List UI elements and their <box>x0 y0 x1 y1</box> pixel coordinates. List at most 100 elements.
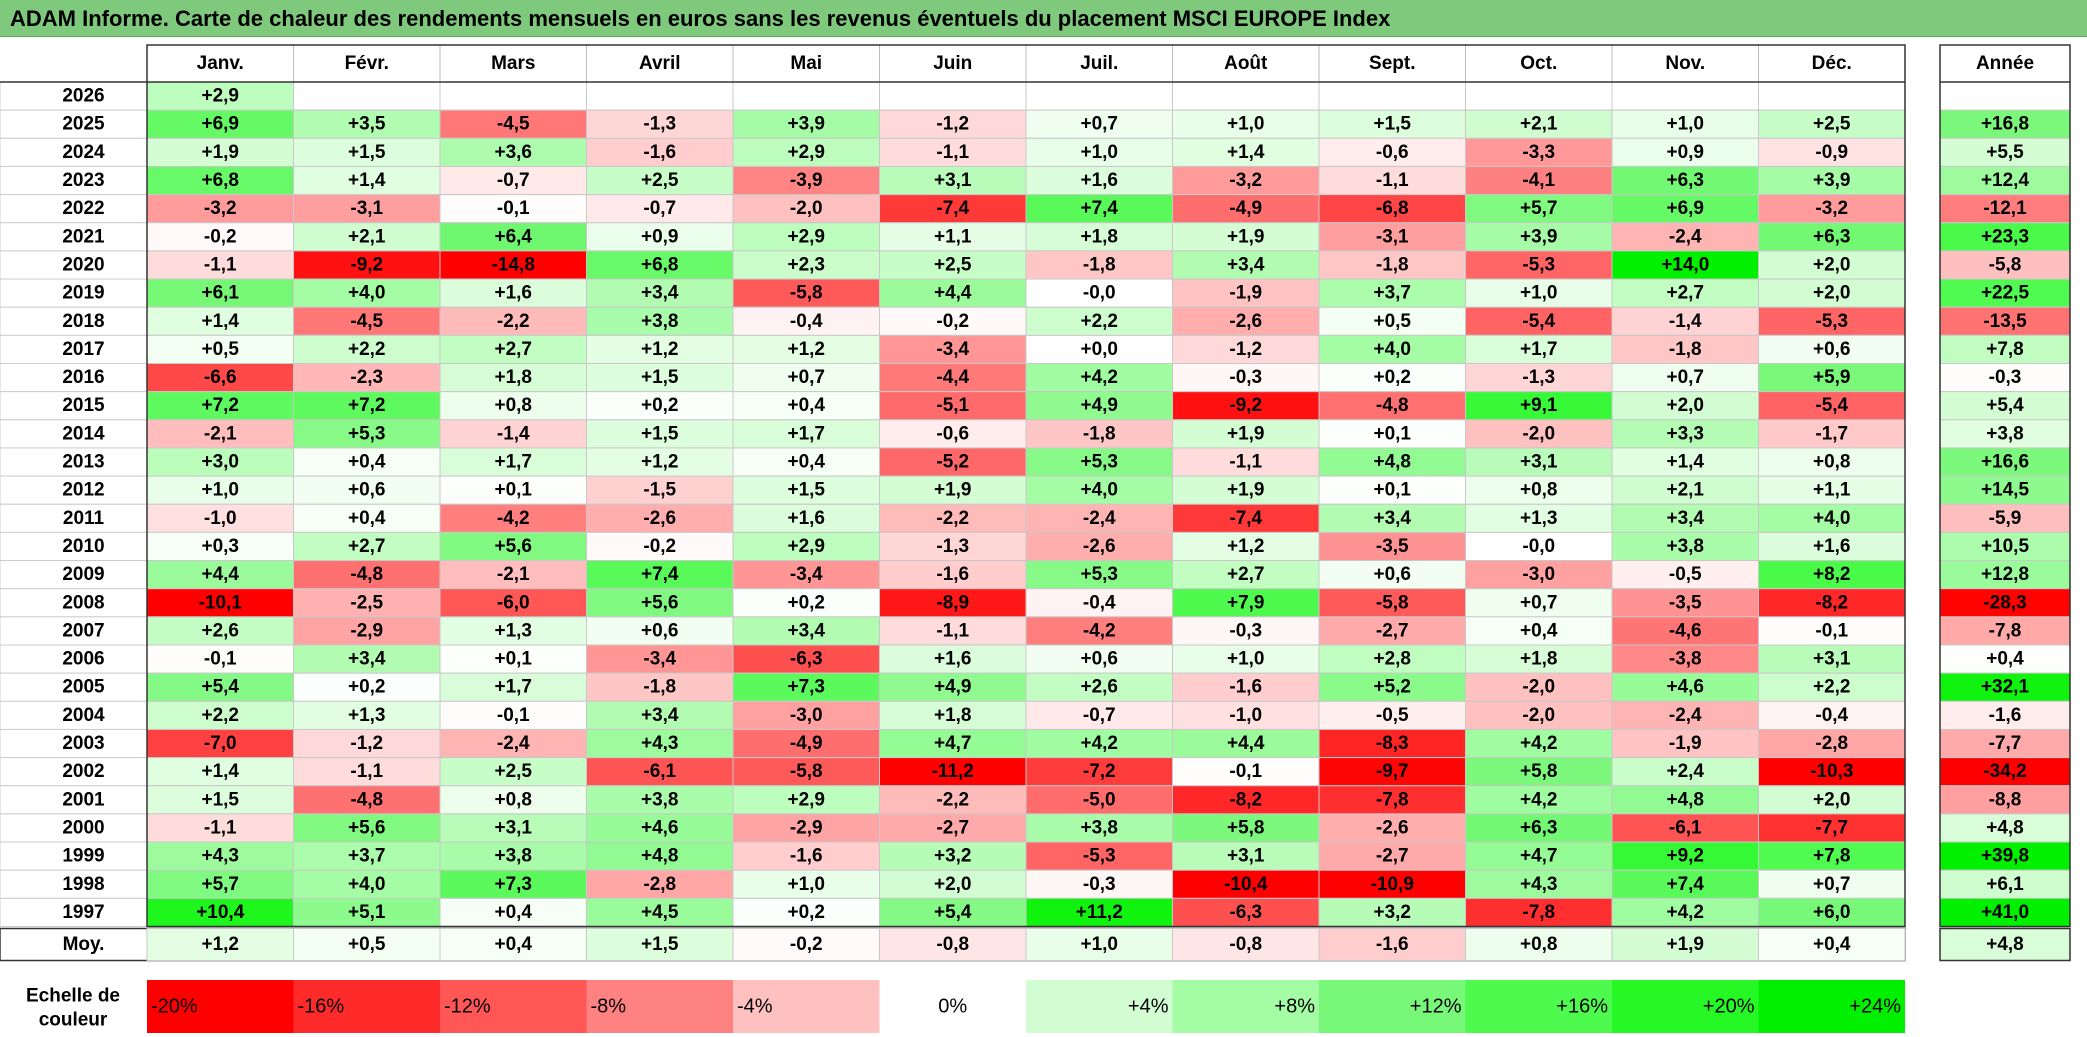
color-scale-swatch <box>1319 980 1466 1033</box>
heatmap-cell <box>1758 897 1906 927</box>
heatmap-cell <box>1025 391 1173 421</box>
heatmap-cell-value: -1,1 <box>204 817 237 838</box>
year-label: 2003 <box>62 733 104 754</box>
heatmap-cell-value: -2,7 <box>1376 846 1409 867</box>
heatmap-cell <box>293 222 441 252</box>
heatmap-cell <box>586 391 734 421</box>
average-cell-value: +0,4 <box>1813 934 1851 955</box>
heatmap-cell-value: -6,6 <box>204 367 237 388</box>
heatmap-cell-value: +1,8 <box>1520 649 1558 670</box>
heatmap-cell <box>293 81 441 111</box>
heatmap-cell-value: -7,0 <box>204 733 237 754</box>
heatmap-cell <box>1758 278 1906 308</box>
heatmap-cell <box>1611 391 1759 421</box>
year-label-cell <box>0 194 148 224</box>
year-label: 2000 <box>62 817 104 838</box>
heatmap-cell-value: -4,9 <box>790 733 823 754</box>
heatmap-cell-value: +1,0 <box>201 480 239 501</box>
heatmap-cell-value: +4,9 <box>1080 395 1118 416</box>
average-cell <box>1465 928 1613 961</box>
year-label: 2010 <box>62 536 104 557</box>
heatmap-cell <box>1025 700 1173 730</box>
heatmap-cell <box>1465 334 1613 365</box>
year-total-value: +7,8 <box>1986 339 2024 360</box>
heatmap-cell <box>732 447 880 477</box>
heatmap-cell <box>1172 897 1320 927</box>
color-scale-swatch <box>1612 980 1759 1033</box>
heatmap-cell <box>586 447 734 477</box>
heatmap-cell <box>879 700 1027 730</box>
heatmap-cell-value: +3,7 <box>1373 283 1411 304</box>
average-cell <box>586 928 734 961</box>
heatmap-cell-value: +0,5 <box>1373 311 1411 332</box>
heatmap-cell <box>293 363 441 393</box>
color-scale-step-label: +24% <box>1849 996 1901 1018</box>
heatmap-cell-value: +1,6 <box>787 508 825 529</box>
heatmap-cell-value: +1,7 <box>494 452 532 473</box>
heatmap-cell <box>1758 672 1906 702</box>
heatmap-cell-value: +3,2 <box>934 846 972 867</box>
heatmap-cell-value: +1,0 <box>1666 114 1704 135</box>
year-label-cell <box>0 813 148 843</box>
heatmap-cell-value: +4,4 <box>934 283 972 304</box>
heatmap-cell-value: +4,4 <box>201 564 239 585</box>
heatmap-cell-value: -0,3 <box>1083 874 1116 895</box>
year-total-value: -5,9 <box>1989 508 2022 529</box>
heatmap-cell <box>879 363 1027 393</box>
heatmap-cell <box>1611 672 1759 702</box>
heatmap-cell-value: +1,1 <box>934 226 972 247</box>
heatmap-cell-value: +1,3 <box>348 705 386 726</box>
year-total-frame <box>1939 44 2071 928</box>
heatmap-cell-value: +0,2 <box>1373 367 1411 388</box>
heatmap-cell-value: +2,4 <box>1666 761 1704 782</box>
heatmap-cell-value: +0,4 <box>787 452 825 473</box>
heatmap-cell-value: -0,2 <box>643 536 676 557</box>
heatmap-cell-value: +3,1 <box>1813 649 1851 670</box>
year-label: 2022 <box>62 198 104 219</box>
color-scale-step-label: +16% <box>1556 996 1608 1018</box>
heatmap-cell <box>293 869 441 899</box>
heatmap-cell <box>1611 588 1759 618</box>
heatmap-cell <box>732 137 880 167</box>
year-total-value: +16,6 <box>1981 452 2029 473</box>
heatmap-cell <box>879 137 1027 167</box>
heatmap-cell <box>879 531 1027 562</box>
year-label: 2006 <box>62 649 104 670</box>
heatmap-cell-value: -10,9 <box>1371 874 1414 895</box>
heatmap-cell <box>146 672 294 702</box>
heatmap-cell <box>1172 165 1320 196</box>
heatmap-cell <box>1465 813 1613 843</box>
heatmap-cell <box>1611 109 1759 139</box>
heatmap-cell-value: +2,9 <box>787 142 825 163</box>
heatmap-cell-value: +3,9 <box>787 114 825 135</box>
heatmap-cell-value: +0,1 <box>494 480 532 501</box>
heatmap-cell-value: +4,2 <box>1666 902 1704 923</box>
heatmap-cell <box>586 785 734 815</box>
heatmap-cell-value: +4,8 <box>1666 789 1704 810</box>
heatmap-cell <box>1611 757 1759 787</box>
heatmap-cell-value: +2,1 <box>1520 114 1558 135</box>
heatmap-cell <box>439 250 587 280</box>
heatmap-cell-value: -1,3 <box>1522 367 1555 388</box>
heatmap-cell <box>732 391 880 421</box>
year-label-cell <box>0 334 148 365</box>
heatmap-cell-value: +1,5 <box>201 789 239 810</box>
heatmap-cell <box>732 644 880 674</box>
month-header-cell <box>1758 44 1906 83</box>
heatmap-cell-value: +4,0 <box>348 874 386 895</box>
year-label: 2019 <box>62 283 104 304</box>
heatmap-cell-value: +0,8 <box>494 789 532 810</box>
heatmap-cell <box>732 306 880 336</box>
year-total-value: +3,8 <box>1986 423 2024 444</box>
year-label-cell <box>0 306 148 336</box>
year-label: 1998 <box>62 874 104 895</box>
heatmap-cell <box>1758 165 1906 196</box>
heatmap-cell-value: +0,6 <box>348 480 386 501</box>
heatmap-cell <box>879 194 1027 224</box>
heatmap-cell-value: -0,7 <box>643 198 676 219</box>
heatmap-cell-value: +3,6 <box>494 142 532 163</box>
heatmap-cell <box>879 391 1027 421</box>
heatmap-cell-value: +3,4 <box>348 649 386 670</box>
year-total-value: -8,8 <box>1989 789 2022 810</box>
heatmap-cell <box>1318 363 1466 393</box>
